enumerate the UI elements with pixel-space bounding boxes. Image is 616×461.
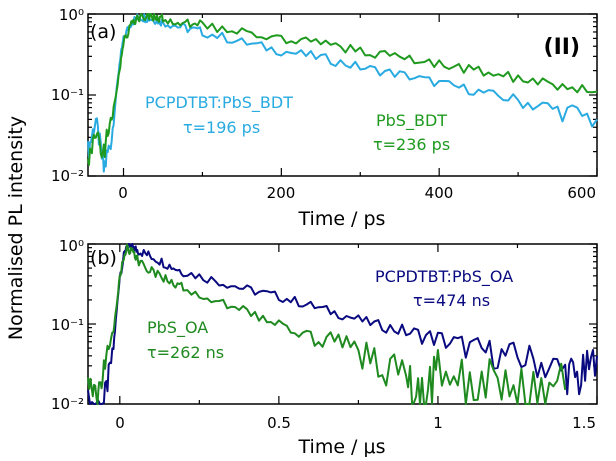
panel-b-xtick: 0.5 [267, 414, 291, 432]
panel-a-xtick: 400 [425, 184, 454, 202]
panel-a-xtick: 0 [118, 184, 128, 202]
panel-a-xtick: 200 [267, 184, 296, 202]
panel-a-ticks [88, 13, 598, 177]
lifetime-pbs-bdt: τ=236 ps [373, 135, 450, 154]
lifetime-pcpdtbt-bdt: τ=196 ps [183, 118, 260, 137]
panel-b-ytick: 10⁻² [51, 395, 84, 413]
panel-b-x-axis-label: Time / μs [298, 436, 386, 458]
panel-b-ytick: 10⁻¹ [51, 316, 84, 334]
series-label-pcpdtbt-oa: PCPDTBT:PbS_OA [375, 267, 513, 287]
panel-a-ytick: 10⁻² [51, 167, 84, 185]
series-label-pbs-oa: PbS_OA [147, 318, 208, 338]
panel-b-ticks [88, 243, 598, 405]
series-label-pcpdtbt-bdt: PCPDTBT:PbS_BDT [145, 93, 293, 113]
series-label-pbs-bdt: PbS_BDT [376, 111, 447, 131]
panel-a-series [87, 13, 598, 173]
panel-a-label: (a) [90, 21, 116, 43]
series-line-pbs-bdt [87, 13, 598, 166]
panel-b-xtick: 1.5 [572, 414, 596, 432]
y-axis-label: Normalised PL intensity [5, 116, 27, 340]
panel-a-ytick: 10⁰ [59, 6, 84, 24]
series-line-pcpdtbt-pbs-oa [87, 243, 598, 405]
panel-b-xtick: 1 [433, 414, 443, 432]
series-line-pbs-oa [87, 243, 567, 405]
lifetime-pcpdtbt-oa: τ=474 ns [413, 291, 490, 310]
panel-tag: (II) [544, 35, 580, 60]
panel-b-ytick: 10⁰ [59, 237, 84, 255]
panel-a-xtick: 600 [567, 184, 596, 202]
panel-b-series [87, 243, 598, 405]
panel-a-x-axis-label: Time / ps [298, 208, 386, 230]
lifetime-pbs-oa: τ=262 ns [147, 343, 224, 362]
panel-b-label: (b) [90, 247, 117, 269]
panel-a-ytick: 10⁻¹ [51, 86, 84, 104]
panel-b-xtick: 0 [115, 414, 125, 432]
panel-b: (b) PCPDTBT:PbS_OA τ=474 ns PbS_OA τ=262… [51, 237, 598, 458]
panel-a: (a) (II) PCPDTBT:PbS_BDT τ=196 ps PbS_BD… [51, 6, 598, 230]
